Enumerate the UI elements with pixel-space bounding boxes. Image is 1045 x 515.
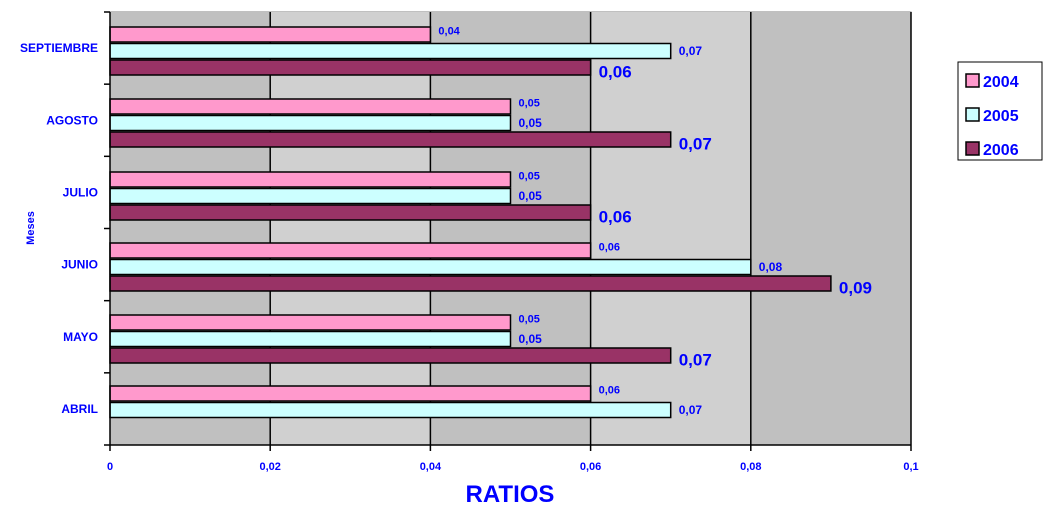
data-label: 0,06	[599, 385, 620, 397]
grid-band	[110, 12, 270, 445]
bar	[110, 348, 671, 363]
x-tick-label: 0,02	[259, 461, 280, 473]
data-label: 0,05	[519, 116, 543, 130]
category-label: JULIO	[63, 185, 98, 199]
category-label: AGOSTO	[46, 113, 98, 127]
data-label: 0,05	[519, 98, 540, 110]
data-label: 0,07	[679, 403, 703, 417]
grid-band	[270, 12, 430, 445]
x-axis-title: RATIOS	[466, 481, 555, 508]
bar	[110, 243, 591, 258]
category-label: MAYO	[63, 330, 98, 344]
data-label: 0,06	[599, 242, 620, 254]
bar	[110, 172, 511, 187]
bar	[110, 99, 511, 114]
gridlines	[110, 12, 911, 445]
legend-label: 2004	[983, 74, 1019, 91]
bar	[110, 260, 751, 275]
grid-band	[430, 12, 590, 445]
legend-label: 2005	[983, 108, 1019, 125]
bar	[110, 315, 511, 330]
x-tick-label: 0,06	[580, 461, 601, 473]
bar	[110, 60, 591, 75]
legend: 2004 2005 2006	[958, 62, 1042, 160]
data-label: 0,06	[599, 208, 632, 227]
legend-swatch	[966, 142, 979, 155]
x-tick-label: 0	[107, 461, 113, 473]
legend-label: 2006	[983, 142, 1019, 159]
data-label: 0,05	[519, 314, 540, 326]
data-label: 0,05	[519, 171, 540, 183]
x-tick-label: 0,1	[903, 461, 918, 473]
bar	[110, 116, 511, 131]
bar	[110, 276, 831, 291]
bar	[110, 44, 671, 59]
category-label: ABRIL	[61, 402, 98, 416]
data-label: 0,05	[519, 332, 543, 346]
bar	[110, 27, 430, 42]
grid-band	[751, 12, 911, 445]
category-label: JUNIO	[61, 258, 98, 272]
data-label: 0,04	[438, 26, 460, 38]
bar	[110, 132, 671, 147]
data-label: 0,08	[759, 260, 783, 274]
legend-swatch	[966, 74, 979, 87]
bar	[110, 205, 591, 220]
x-tick-label: 0,04	[420, 461, 442, 473]
data-label: 0,05	[519, 189, 543, 203]
data-label: 0,07	[679, 135, 712, 154]
bar	[110, 189, 511, 204]
bar	[110, 332, 511, 347]
bar	[110, 403, 671, 418]
data-label: 0,06	[599, 63, 632, 82]
category-label: SEPTIEMBRE	[20, 41, 98, 55]
data-label: 0,09	[839, 279, 872, 298]
data-label: 0,07	[679, 44, 703, 58]
bar	[110, 386, 591, 401]
x-tick-label: 0,08	[740, 461, 761, 473]
data-label: 0,07	[679, 351, 712, 370]
legend-swatch	[966, 108, 979, 121]
y-axis-title: Meses	[25, 211, 37, 245]
